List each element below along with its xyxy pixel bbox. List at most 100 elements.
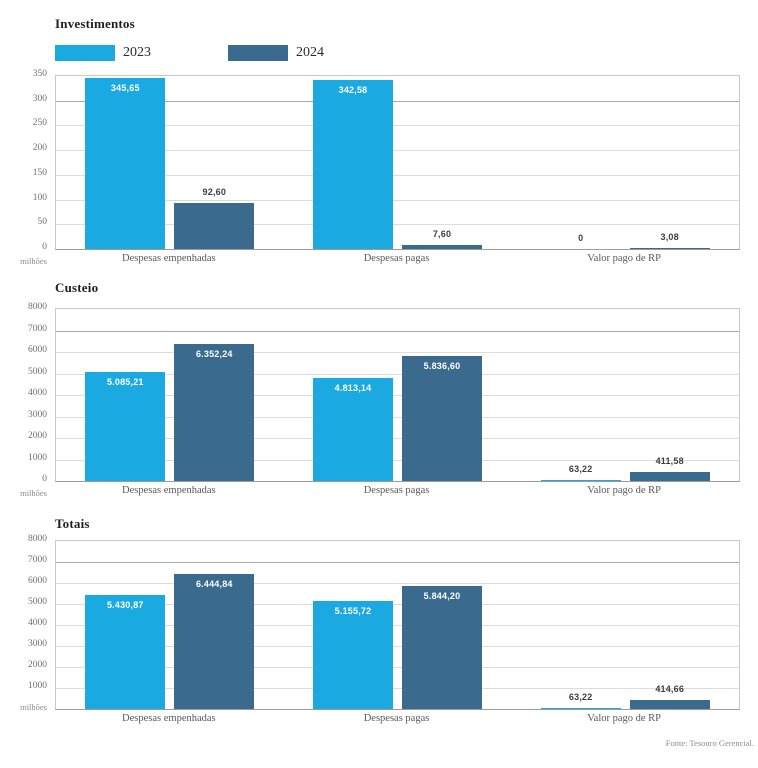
gridline-5000 bbox=[56, 604, 739, 605]
value-label-2024-despesas-empenhadas: 92,60 bbox=[202, 187, 227, 198]
ytick-1000: 1000 bbox=[28, 452, 47, 463]
category-label-valor-pago-de-rp: Valor pago de RP bbox=[587, 485, 662, 496]
plot-area-totais: 5.430,87 6.444,84 5.155,72 5.844,20 63,22 414… bbox=[55, 540, 740, 710]
bar-2023-despesas-empenhadas bbox=[85, 371, 166, 481]
value-label-2024-valor-pago-de-rp: 411,58 bbox=[655, 456, 684, 467]
ytick-0: 0 bbox=[42, 474, 47, 484]
gridline-2000 bbox=[56, 667, 739, 668]
unit-label: milhões bbox=[20, 488, 47, 498]
plot-area-investimentos: 345,65 92,60 342,58 7,60 0 3,08 bbox=[55, 75, 740, 250]
ytick-2000: 2000 bbox=[28, 431, 47, 441]
bar-2024-despesas-pagas bbox=[402, 245, 482, 249]
category-label-despesas-pagas: Despesas pagas bbox=[363, 713, 430, 724]
value-label-2023-despesas-empenhadas: 5.430,87 bbox=[106, 600, 144, 610]
chart-title-custeio: Custeio bbox=[55, 280, 99, 295]
source-note: Fonte: Tesouro Gerencial. bbox=[665, 738, 754, 748]
gridline-200 bbox=[56, 150, 739, 152]
ytick-7000: 7000 bbox=[28, 555, 47, 565]
bar-2024-despesas-empenhadas bbox=[174, 203, 255, 249]
legend: 2023 2024 bbox=[55, 44, 455, 62]
bar-2024-valor-pago-de-rp bbox=[629, 700, 710, 709]
value-label-2023-despesas-empenhadas: 5.085,21 bbox=[106, 376, 144, 387]
bar-2023-despesas-empenhadas bbox=[85, 595, 166, 709]
ytick-50: 50 bbox=[37, 217, 48, 228]
ytick-4000: 4000 bbox=[28, 618, 47, 628]
gridline-300 bbox=[56, 100, 739, 102]
ytick-3000: 3000 bbox=[28, 409, 47, 420]
ytick-6000: 6000 bbox=[28, 345, 47, 355]
ytick-7000: 7000 bbox=[28, 323, 47, 334]
value-label-2024-despesas-pagas: 5.844,20 bbox=[423, 591, 461, 602]
ytick-200: 200 bbox=[32, 143, 47, 154]
bar-2024-valor-pago-de-rp bbox=[629, 472, 710, 481]
value-label-2024-valor-pago-de-rp: 414,66 bbox=[655, 684, 685, 695]
category-label-despesas-empenhadas: Despesas empenhadas bbox=[122, 485, 216, 496]
chart-totais: Totais 5.430,87 6.444,84 5.155,72 5.844,20 6… bbox=[0, 516, 758, 746]
gridline-4000 bbox=[56, 625, 739, 626]
gridline-1000 bbox=[56, 688, 739, 689]
gridline-6000 bbox=[56, 583, 739, 584]
ytick-3000: 3000 bbox=[28, 639, 47, 649]
ytick-350: 350 bbox=[32, 69, 47, 79]
value-label-2024-despesas-empenhadas: 6.444,84 bbox=[195, 578, 233, 589]
ytick-5000: 5000 bbox=[28, 366, 47, 377]
chart-title-totais: Totais bbox=[55, 516, 90, 531]
bar-2024-valor-pago-de-rp bbox=[629, 247, 710, 249]
legend-label-2024: 2024 bbox=[296, 45, 324, 60]
ytick-300: 300 bbox=[32, 93, 47, 104]
bar-2023-valor-pago-de-rp bbox=[540, 707, 621, 709]
value-label-2023-valor-pago-de-rp: 63,22 bbox=[568, 691, 593, 702]
plot-area-custeio: 5.085,21 6.352,24 4.813,14 5.836,60 63,22 411… bbox=[55, 308, 740, 482]
legend-swatch-2023 bbox=[55, 45, 115, 61]
value-label-2023-despesas-pagas: 342,58 bbox=[338, 84, 368, 95]
bar-2024-despesas-empenhadas bbox=[174, 573, 255, 709]
ytick-6000: 6000 bbox=[28, 576, 47, 586]
value-label-2024-valor-pago-de-rp: 3,08 bbox=[660, 231, 679, 242]
bar-2023-despesas-empenhadas bbox=[85, 78, 166, 249]
chart-investimentos: Investimentos 2023 2024 345,65 92,60 342,5… bbox=[0, 16, 758, 280]
value-label-2023-valor-pago-de-rp: 63,22 bbox=[568, 463, 593, 474]
ytick-2000: 2000 bbox=[28, 660, 47, 670]
gridline-3000 bbox=[56, 646, 739, 647]
value-label-2024-despesas-empenhadas: 6.352,24 bbox=[195, 349, 233, 360]
value-label-2024-despesas-pagas: 7,60 bbox=[432, 229, 452, 240]
value-label-2023-valor-pago-de-rp: 0 bbox=[578, 233, 584, 243]
chart-custeio: Custeio 5.085,21 6.352,24 4.813,14 5.836,60… bbox=[0, 280, 758, 516]
gridline-2000 bbox=[56, 438, 739, 439]
value-label-2023-despesas-pagas: 4.813,14 bbox=[334, 382, 372, 393]
gridline-5000 bbox=[56, 373, 739, 375]
gridline-150 bbox=[56, 174, 739, 176]
gridline-7000 bbox=[56, 562, 739, 563]
unit-label: milhões bbox=[20, 256, 47, 266]
value-label-2024-despesas-pagas: 5.836,60 bbox=[423, 360, 461, 371]
bar-2024-despesas-pagas bbox=[402, 586, 482, 709]
bar-2023-despesas-pagas bbox=[313, 600, 393, 709]
category-label-despesas-empenhadas: Despesas empenhadas bbox=[122, 713, 216, 724]
category-label-despesas-empenhadas: Despesas empenhadas bbox=[122, 253, 216, 264]
gridline-4000 bbox=[56, 395, 739, 396]
gridline-100 bbox=[56, 199, 739, 201]
ytick-8000: 8000 bbox=[28, 302, 47, 312]
gridline-250 bbox=[56, 125, 739, 127]
ytick-4000: 4000 bbox=[28, 388, 47, 398]
ytick-250: 250 bbox=[32, 118, 47, 129]
gridline-6000 bbox=[56, 352, 739, 353]
bar-2024-despesas-pagas bbox=[402, 355, 482, 481]
legend-swatch-2024 bbox=[228, 45, 288, 61]
gridline-50 bbox=[56, 224, 739, 226]
value-label-2023-despesas-empenhadas: 345,65 bbox=[110, 83, 140, 94]
gridline-1000 bbox=[56, 459, 739, 461]
category-label-valor-pago-de-rp: Valor pago de RP bbox=[587, 253, 662, 264]
ytick-8000: 8000 bbox=[28, 534, 47, 544]
bar-2023-valor-pago-de-rp bbox=[540, 479, 621, 481]
chart-title-investimentos: Investimentos bbox=[55, 16, 135, 31]
ytick-1000: 1000 bbox=[28, 681, 47, 691]
ytick-5000: 5000 bbox=[28, 597, 47, 607]
category-label-valor-pago-de-rp: Valor pago de RP bbox=[587, 713, 662, 724]
bar-2024-despesas-empenhadas bbox=[174, 344, 255, 481]
category-label-despesas-pagas: Despesas pagas bbox=[363, 485, 430, 496]
value-label-2023-despesas-pagas: 5.155,72 bbox=[334, 605, 372, 616]
legend-label-2023: 2023 bbox=[123, 45, 151, 60]
bar-2023-despesas-pagas bbox=[313, 377, 393, 481]
